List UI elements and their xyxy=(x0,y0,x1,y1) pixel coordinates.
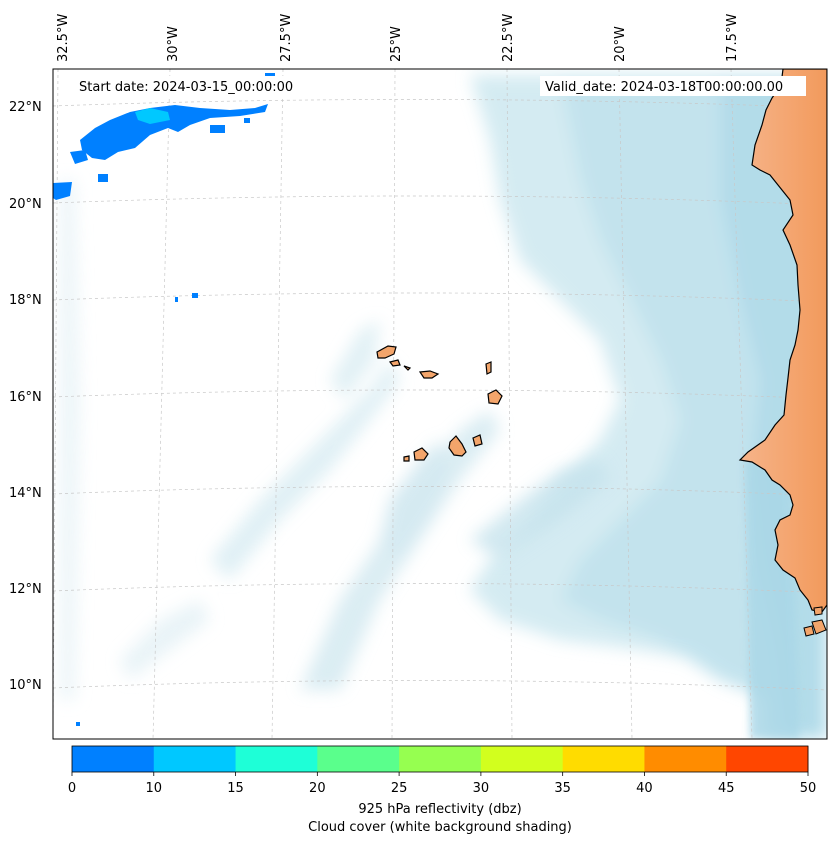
lon-label: 25°W xyxy=(389,26,404,62)
lat-label: 20°N xyxy=(9,197,42,212)
colorbar-swatch xyxy=(153,746,237,772)
lat-label: 10°N xyxy=(9,678,42,693)
colorbar-ticks: 0 10 15 20 25 30 35 40 45 50 xyxy=(68,772,816,796)
colorbar-frame xyxy=(71,745,809,773)
colorbar: 0 10 15 20 25 30 35 40 45 50 925 hPa reflectivity… xyxy=(68,745,816,835)
lat-label: 18°N xyxy=(9,293,42,308)
island-brava xyxy=(403,455,410,462)
lon-label: 32.5°W xyxy=(56,14,71,62)
colorbar-tick-label: 35 xyxy=(554,781,571,796)
colorbar-tick-label: 25 xyxy=(391,781,408,796)
lon-label: 22.5°W xyxy=(501,14,516,62)
colorbar-swatch xyxy=(726,746,809,772)
island-santiago xyxy=(448,435,467,457)
colorbar-tick-label: 10 xyxy=(146,781,163,796)
lon-label: 17.5°W xyxy=(725,14,740,62)
island-sao-vicente xyxy=(388,359,401,367)
longitude-labels: 32.5°W 30°W 27.5°W 25°W 22.5°W 20°W 17.5… xyxy=(56,14,740,62)
colorbar-swatch xyxy=(399,746,482,772)
lat-label: 14°N xyxy=(9,486,42,501)
lon-label: 20°W xyxy=(613,26,628,62)
coastline xyxy=(738,69,827,613)
island-sal xyxy=(485,361,492,375)
island-fogo xyxy=(413,447,429,461)
island-santo-antao xyxy=(376,345,397,359)
island-maio xyxy=(472,434,483,447)
colorbar-swatch xyxy=(317,746,400,772)
island-santa-luzia xyxy=(403,365,412,371)
colorbar-tick-label: 40 xyxy=(636,781,653,796)
colorbar-swatch xyxy=(644,746,727,772)
cloud-cover-shading xyxy=(60,75,827,739)
colorbar-swatch xyxy=(480,746,564,772)
reflectivity-echoes xyxy=(53,73,275,726)
colorbar-swatch xyxy=(72,746,155,772)
island-sao-nicolau xyxy=(418,370,440,379)
colorbar-tick-label: 50 xyxy=(800,781,817,796)
colorbar-swatch xyxy=(235,746,318,772)
colorbar-tick-label: 45 xyxy=(718,781,735,796)
colorbar-swatch xyxy=(562,746,645,772)
valid-date-box xyxy=(540,76,806,96)
colorbar-tick-label: 30 xyxy=(473,781,490,796)
map-panel: Start date: 2024-03-15_00:00:00 Valid_da… xyxy=(52,68,828,740)
valid-date-text: Valid_date: 2024-03-18T00:00:00.00 xyxy=(545,80,783,95)
colorbar-swatches xyxy=(72,746,809,772)
start-date-box xyxy=(74,76,310,96)
colorbar-label-line1: 925 hPa reflectivity (dbz) xyxy=(358,802,521,817)
colorbar-tick-label: 15 xyxy=(227,781,244,796)
latitude-labels: 22°N 20°N 18°N 16°N 14°N 12°N 10°N xyxy=(9,100,42,693)
lat-label: 22°N xyxy=(9,100,42,115)
colorbar-label-line2: Cloud cover (white background shading) xyxy=(308,820,572,835)
lat-label: 16°N xyxy=(9,390,42,405)
island-boa-vista xyxy=(487,389,503,405)
lon-label: 27.5°W xyxy=(279,14,294,62)
cape-verde-islands xyxy=(376,345,503,462)
graticule xyxy=(53,69,827,739)
colorbar-tick-label: 0 xyxy=(68,781,76,796)
colorbar-tick-label: 20 xyxy=(309,781,326,796)
start-date-text: Start date: 2024-03-15_00:00:00 xyxy=(79,80,293,95)
lon-label: 30°W xyxy=(166,26,181,62)
map-frame xyxy=(52,68,828,740)
lat-label: 12°N xyxy=(9,582,42,597)
africa-landmass xyxy=(738,69,827,637)
